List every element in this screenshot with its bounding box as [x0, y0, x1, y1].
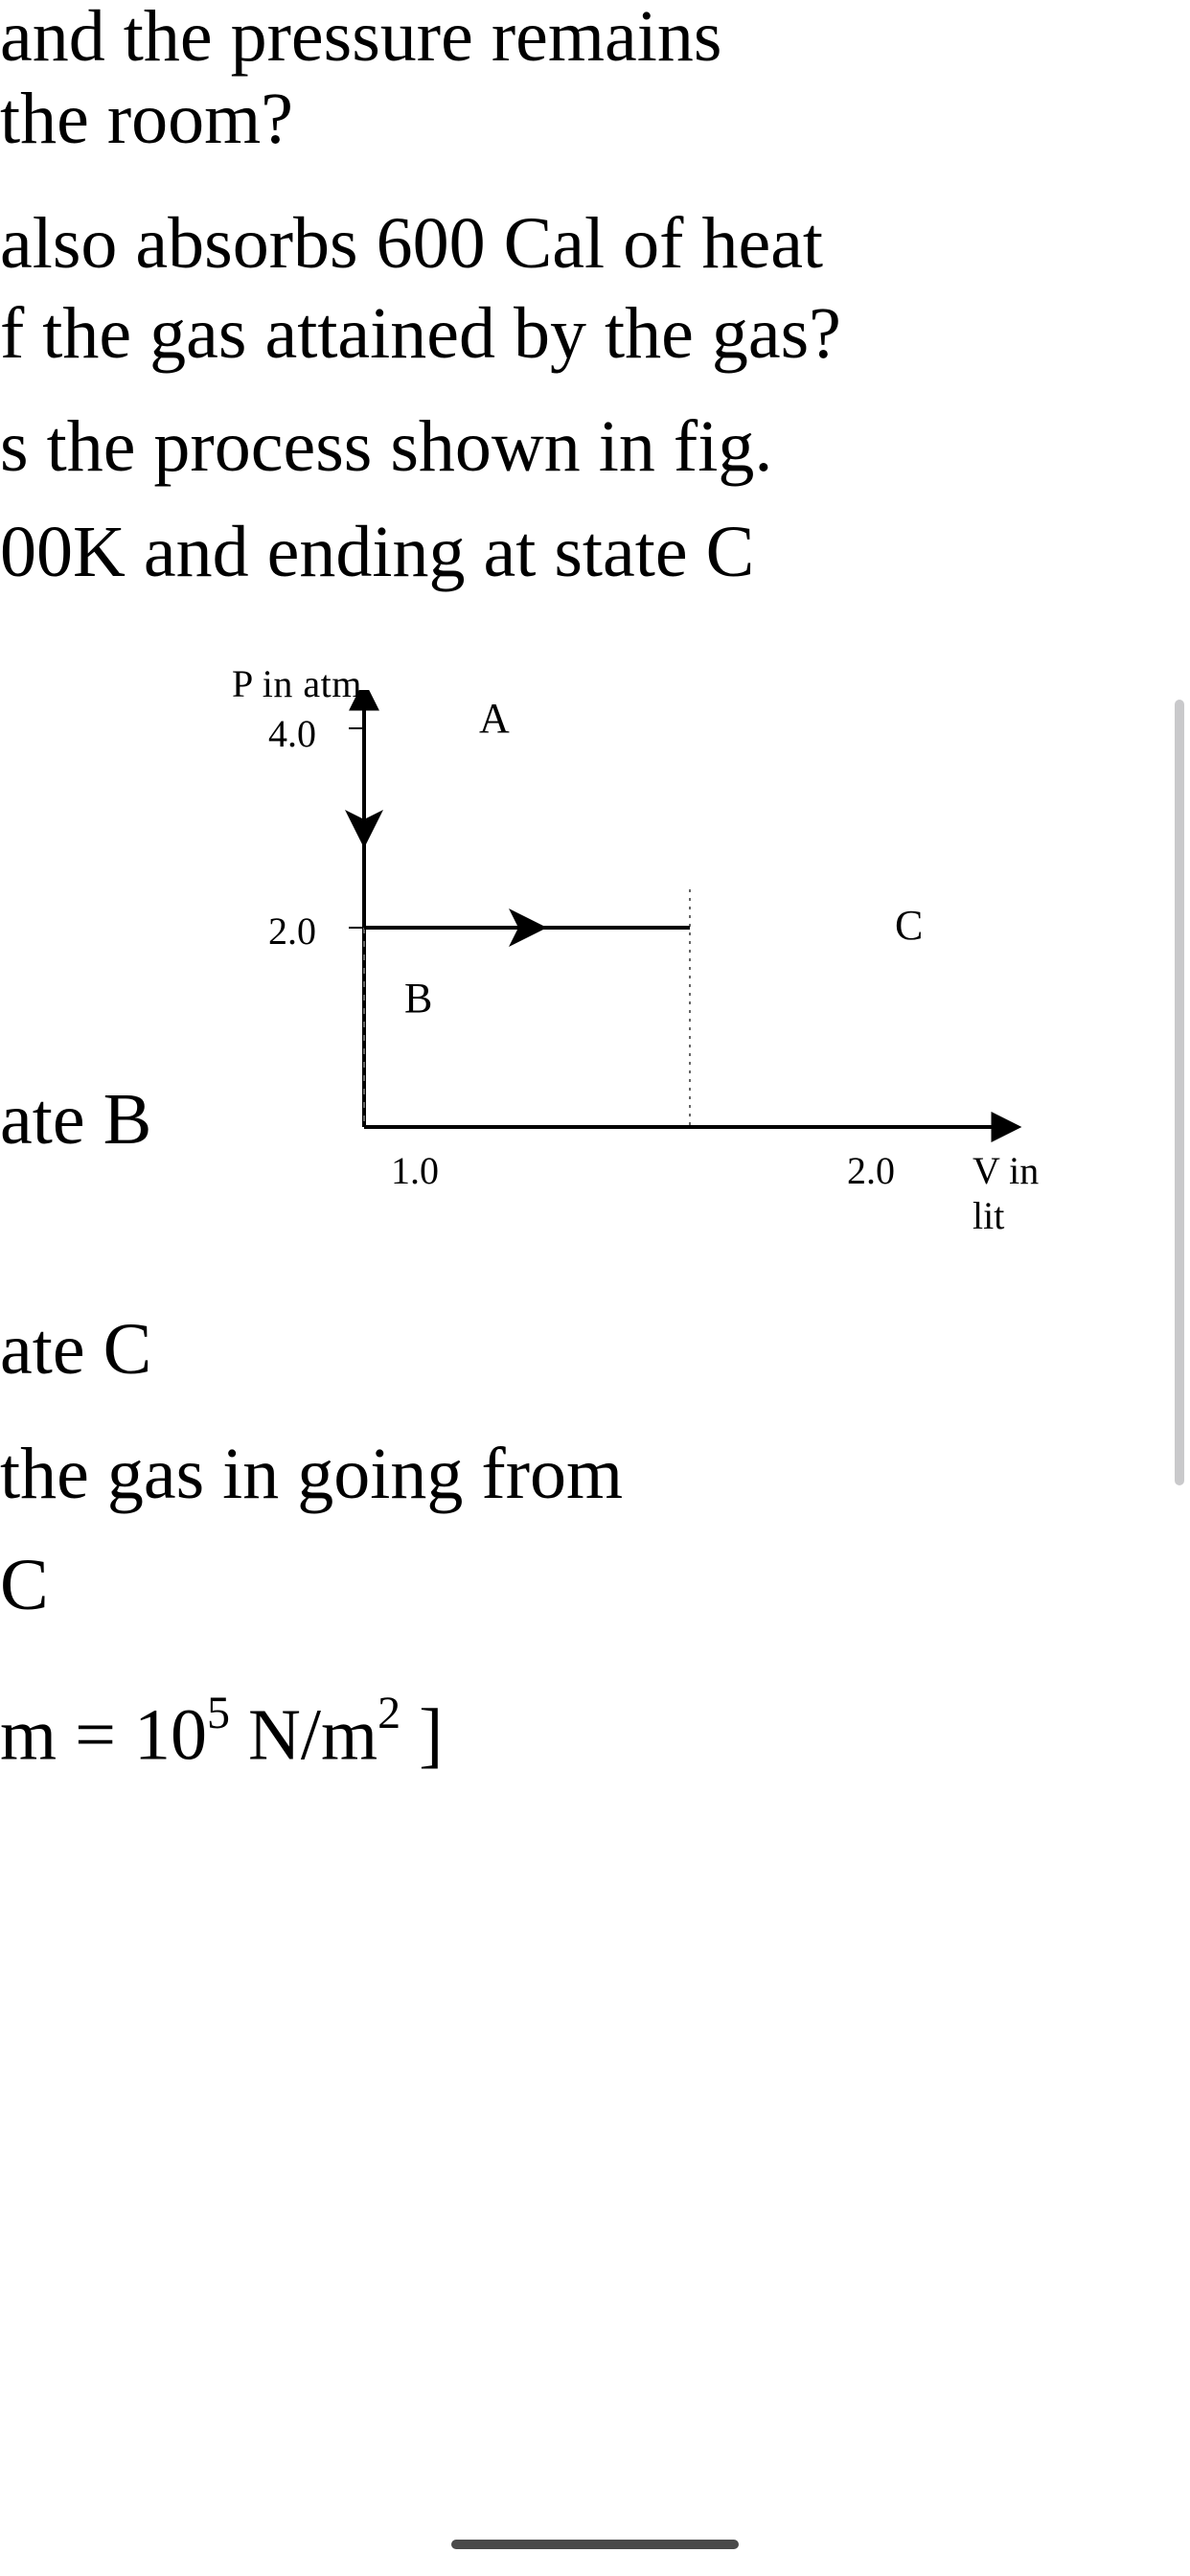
- body-text-line-11: m = 105 N/m2 ]: [0, 1696, 443, 1771]
- eq-part-1: m = 10: [0, 1694, 207, 1775]
- y-tick-4: 4.0: [268, 711, 316, 756]
- eq-exp-2: 2: [378, 1688, 400, 1738]
- x-axis-label: V in lit: [973, 1148, 1064, 1238]
- pv-diagram-svg: [182, 690, 1064, 1227]
- pv-diagram: P in atm V in lit 4.0 2.0 1.0 2.0 A B C: [182, 690, 1064, 1227]
- eq-exp-1: 5: [207, 1688, 230, 1738]
- body-text-line-9: the gas in going from: [0, 1438, 623, 1510]
- body-text-line-8: ate C: [0, 1313, 151, 1386]
- eq-part-2: N/m: [230, 1694, 378, 1775]
- body-text-line-3: also absorbs 600 Cal of heat: [0, 207, 823, 280]
- body-text-line-7: ate B: [0, 1083, 151, 1156]
- x-tick-2: 2.0: [847, 1148, 895, 1193]
- y-tick-2: 2.0: [268, 908, 316, 954]
- point-c-label: C: [895, 901, 923, 950]
- y-axis-label: P in atm: [232, 661, 362, 706]
- body-text-line-2: the room?: [0, 82, 293, 155]
- body-text-line-1: and the pressure remains: [0, 0, 721, 73]
- point-a-label: A: [479, 694, 510, 743]
- body-text-line-10: C: [0, 1549, 49, 1622]
- home-indicator[interactable]: [451, 2540, 739, 2549]
- body-text-line-6: 00K and ending at state C: [0, 516, 754, 588]
- body-text-line-4: f the gas attained by the gas?: [0, 297, 841, 370]
- eq-part-3: ]: [400, 1694, 443, 1775]
- scrollbar[interactable]: [1175, 700, 1184, 1485]
- body-text-line-5: s the process shown in fig.: [0, 410, 772, 483]
- point-b-label: B: [404, 974, 432, 1023]
- x-tick-1: 1.0: [391, 1148, 439, 1193]
